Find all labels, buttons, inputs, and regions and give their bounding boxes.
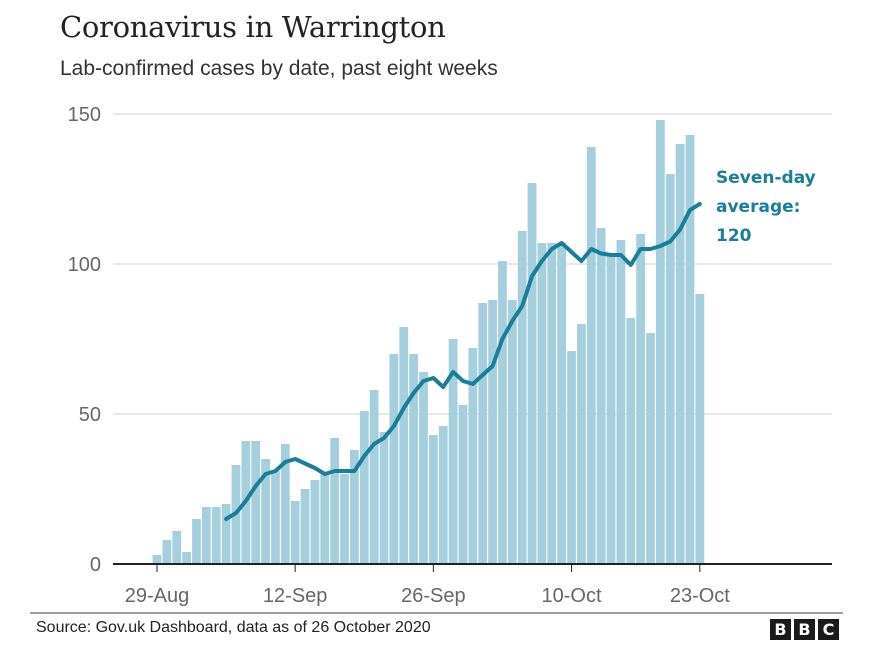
bar (567, 351, 576, 564)
bar (547, 243, 557, 564)
bar (675, 144, 685, 564)
bar (162, 540, 172, 564)
y-axis-ticks: 0 50 100 150 (68, 104, 101, 576)
y-tick-label: 0 (90, 554, 101, 576)
bar (557, 243, 567, 564)
annotation-text: 120 (716, 226, 752, 246)
bar (695, 294, 705, 564)
bar (626, 318, 636, 564)
bar (221, 504, 231, 564)
bar (182, 552, 192, 564)
bar (527, 183, 537, 564)
bar (379, 432, 389, 564)
y-tick-label: 100 (68, 254, 101, 276)
seven-day-average-line (224, 202, 702, 521)
bbc-logo-letter: C (818, 619, 839, 640)
x-tick-label: 29-Aug (125, 585, 190, 607)
source-note: Source: Gov.uk Dashboard, data as of 26 … (36, 619, 431, 636)
bar (517, 231, 527, 564)
bar (389, 354, 399, 564)
bar (419, 372, 428, 564)
bar (310, 480, 320, 564)
annotation: Seven-day average: 120 (716, 168, 816, 246)
x-tick-label: 12-Sep (263, 585, 328, 607)
bar (488, 300, 497, 564)
bar (665, 174, 675, 564)
bar (409, 354, 419, 564)
bar (359, 411, 369, 564)
annotation-text: average: (716, 197, 800, 217)
bar (261, 459, 270, 564)
bar (438, 426, 448, 564)
bar (655, 120, 665, 564)
bar (271, 471, 280, 564)
bar (330, 438, 340, 564)
chart-subtitle: Lab-confirmed cases by date, past eight … (60, 57, 498, 80)
bar (369, 390, 379, 564)
bar (201, 507, 211, 564)
bar (478, 303, 488, 564)
bar (211, 507, 221, 564)
y-tick-label: 150 (68, 104, 101, 126)
bar (251, 441, 261, 564)
x-tick-label: 10-Oct (542, 585, 602, 607)
bar (290, 501, 300, 564)
bar (192, 519, 201, 564)
bar (350, 450, 359, 564)
bars (152, 120, 705, 564)
x-tick-label: 26-Sep (401, 585, 466, 607)
bar (399, 327, 409, 564)
chart-title: Coronavirus in Warrington (60, 10, 446, 44)
bar (320, 474, 330, 564)
footer-divider (30, 612, 843, 614)
bar (498, 261, 507, 564)
bbc-logo: B B C (770, 619, 839, 640)
y-tick-label: 50 (79, 404, 101, 426)
bar (616, 240, 626, 564)
bbc-logo-letter: B (794, 619, 815, 640)
bar (685, 135, 695, 564)
bar (458, 405, 468, 564)
x-axis: 29-Aug 12-Sep 26-Sep 10-Oct 23-Oct (113, 563, 832, 607)
bar (280, 444, 290, 564)
bar (300, 489, 310, 564)
bar (577, 324, 586, 564)
bar (646, 333, 655, 564)
bar (340, 474, 349, 564)
average-line-group (224, 202, 702, 521)
bar (606, 255, 616, 564)
bar (636, 234, 646, 564)
bar (586, 147, 596, 564)
bar (152, 555, 162, 564)
bar (172, 531, 182, 564)
chart: 0 50 100 150 29-Aug 12-Sep 26-Sep 10-Oct 23-Oct… (68, 104, 832, 607)
bar (428, 435, 438, 564)
bar (448, 339, 458, 564)
bar (596, 228, 606, 564)
bar (507, 300, 517, 564)
bbc-logo-letter: B (770, 619, 791, 640)
bar (468, 348, 478, 564)
bar (537, 243, 547, 564)
x-tick-label: 23-Oct (670, 585, 730, 607)
annotation-text: Seven-day (716, 168, 816, 188)
